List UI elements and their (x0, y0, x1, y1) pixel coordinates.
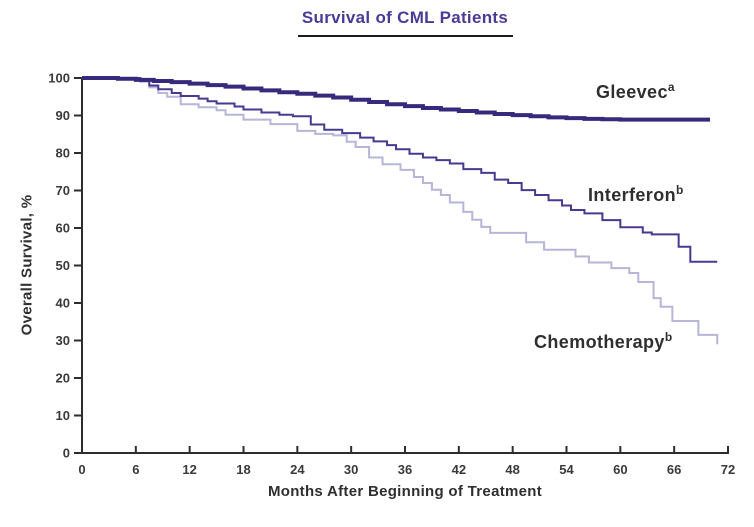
x-tick-label: 72 (721, 462, 735, 477)
series-label-chemotherapy: Chemotherapyb (534, 330, 673, 353)
y-tick-label: 30 (56, 333, 70, 348)
x-tick-label: 54 (559, 462, 574, 477)
curve-chemotherapy (82, 77, 719, 345)
y-tick-label: 50 (56, 258, 70, 273)
y-tick-label: 60 (56, 221, 70, 236)
x-tick-label: 0 (78, 462, 85, 477)
y-tick-label: 100 (48, 71, 70, 86)
series-label-gleevec-superscript: a (667, 80, 675, 94)
x-tick-label: 36 (398, 462, 412, 477)
x-tick-label: 66 (667, 462, 681, 477)
y-tick-label: 70 (56, 183, 70, 198)
x-tick-label: 42 (452, 462, 466, 477)
x-tick-label: 30 (344, 462, 358, 477)
title-underline (297, 35, 513, 37)
curve-gleevec (82, 76, 711, 122)
y-tick-label: 40 (56, 296, 70, 311)
chart-title-block: Survival of CML Patients (82, 8, 728, 37)
series-label-gleevec-text: Gleevec (596, 82, 668, 102)
x-axis-label: Months After Beginning of Treatment (267, 483, 543, 500)
curve-interferon (82, 77, 718, 263)
series-label-gleevec: Gleeveca (596, 80, 675, 103)
series-label-chemotherapy-superscript: b (664, 330, 673, 344)
x-tick-label: 24 (290, 462, 305, 477)
chart-title: Survival of CML Patients (301, 8, 509, 27)
y-tick-label: 20 (56, 371, 70, 386)
series-label-interferon-text: Interferon (588, 185, 677, 205)
y-tick-label: 90 (56, 108, 70, 123)
y-tick-label: 80 (56, 146, 70, 161)
y-tick-label: 0 (63, 446, 70, 461)
x-tick-label: 6 (132, 462, 139, 477)
series-label-interferon: Interferonb (588, 183, 684, 206)
y-tick-label: 10 (56, 408, 70, 423)
series-label-interferon-superscript: b (676, 183, 684, 197)
x-tick-label: 12 (182, 462, 196, 477)
y-axis-label: Overall Survival, % (18, 194, 36, 336)
x-tick-label: 60 (613, 462, 627, 477)
x-tick-label: 18 (236, 462, 250, 477)
series-label-chemotherapy-text: Chemotherapy (534, 332, 665, 352)
x-tick-label: 48 (505, 462, 519, 477)
